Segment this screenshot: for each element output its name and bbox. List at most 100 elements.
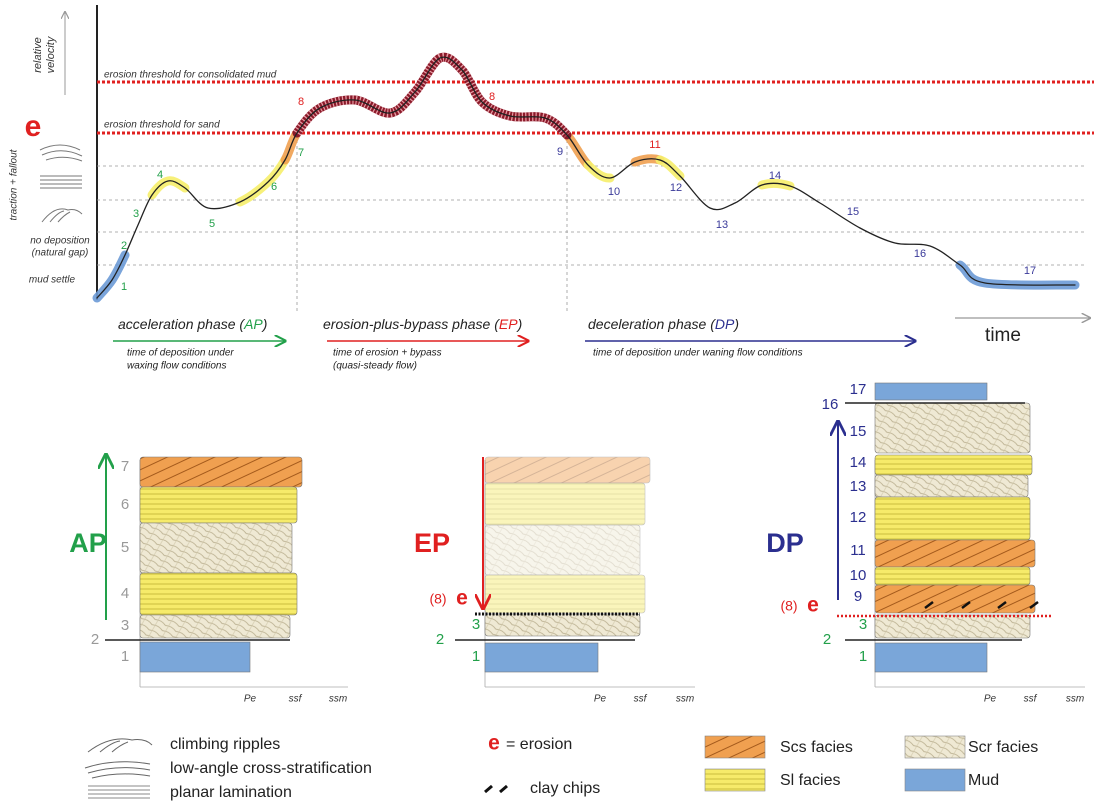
layer-number: 3 bbox=[472, 616, 480, 633]
layer-number: 10 bbox=[850, 567, 867, 584]
facies-layer bbox=[485, 525, 640, 575]
facies-layer bbox=[140, 523, 292, 573]
facies-layer bbox=[140, 457, 302, 487]
phase-abbr: EP bbox=[499, 316, 518, 332]
facies-layer bbox=[485, 483, 645, 525]
legend-swatch bbox=[705, 769, 765, 791]
column-label: EP bbox=[414, 528, 450, 558]
legend-label: Sl facies bbox=[780, 772, 840, 789]
facies-layer bbox=[485, 643, 598, 672]
grain-size-label: Pe bbox=[594, 694, 607, 705]
facies-layer bbox=[875, 643, 987, 672]
curve-label: 4 bbox=[157, 169, 163, 181]
legend-swatch bbox=[905, 736, 965, 758]
zone-label: (natural gap) bbox=[32, 248, 89, 259]
erosion-marker: e bbox=[456, 587, 468, 610]
legend-label: Scs facies bbox=[780, 739, 853, 756]
erosion-hatch bbox=[297, 57, 567, 135]
facies-layer bbox=[875, 497, 1030, 540]
legend-label: clay chips bbox=[530, 780, 600, 797]
velocity-curve bbox=[97, 57, 1075, 298]
grain-size-label: Pe bbox=[244, 694, 257, 705]
curve-highlight bbox=[588, 165, 610, 178]
grain-size-label: ssf bbox=[634, 694, 648, 705]
legend-swatch bbox=[905, 769, 965, 791]
legend-label: Mud bbox=[968, 772, 999, 789]
grain-size-label: ssm bbox=[676, 694, 694, 705]
curve-label: 10 bbox=[608, 186, 620, 198]
threshold-label: erosion threshold for consolidated mud bbox=[104, 70, 277, 81]
curve-label: 11 bbox=[649, 139, 660, 151]
icon bbox=[40, 176, 82, 188]
column-label: AP bbox=[69, 528, 107, 558]
phase-abbr: AP bbox=[243, 316, 263, 332]
facies-layer bbox=[485, 614, 640, 636]
curve-label: 9 bbox=[557, 146, 563, 158]
diagram: erosion threshold for consolidated muder… bbox=[0, 0, 1094, 807]
layer-number: 3 bbox=[859, 616, 867, 633]
phase-note: waxing flow conditions bbox=[127, 361, 227, 372]
column-label: DP bbox=[766, 528, 804, 558]
facies-layer bbox=[140, 615, 290, 638]
layer-number: 2 bbox=[823, 631, 831, 648]
grain-size-label: ssm bbox=[329, 694, 347, 705]
phase-note: time of deposition under bbox=[127, 348, 234, 359]
grain-size-label: Pe bbox=[984, 694, 997, 705]
layer-number: 1 bbox=[472, 648, 480, 665]
layer-number: 14 bbox=[850, 454, 867, 471]
clay-chip bbox=[485, 786, 492, 792]
facies-layer bbox=[875, 455, 1032, 475]
time-label: time bbox=[985, 325, 1021, 346]
legend-label: low-angle cross-stratification bbox=[170, 760, 372, 777]
curve-label: 17 bbox=[1024, 265, 1036, 277]
legend-label: climbing ripples bbox=[170, 736, 280, 753]
facies-layer bbox=[875, 383, 987, 400]
legend-label: Scr facies bbox=[968, 739, 1038, 756]
layer-number: 4 bbox=[121, 585, 129, 602]
curve-label: 15 bbox=[847, 206, 859, 218]
layer-number: 17 bbox=[850, 381, 867, 398]
curve-label: 6 bbox=[271, 181, 277, 193]
legend-icon bbox=[85, 762, 150, 778]
grain-size-label: ssf bbox=[289, 694, 303, 705]
phase-note: (quasi-steady flow) bbox=[333, 361, 417, 372]
facies-layer bbox=[875, 403, 1030, 453]
erosion-ref: (8) bbox=[429, 591, 446, 607]
layer-number: 15 bbox=[850, 423, 867, 440]
layer-number: 3 bbox=[121, 617, 129, 634]
curve-label: 2 bbox=[121, 240, 127, 252]
erosion-marker: e bbox=[25, 110, 42, 143]
phase-title: erosion-plus-bypass phase (EP) bbox=[323, 316, 522, 332]
curve-label: 12 bbox=[670, 182, 682, 194]
facies-layer bbox=[140, 642, 250, 672]
y-axis-label: relative bbox=[32, 37, 44, 72]
legend-label: planar lamination bbox=[170, 784, 292, 801]
curve-label: 8 bbox=[298, 96, 304, 108]
grain-size-label: ssm bbox=[1066, 694, 1084, 705]
curve-label: 16 bbox=[914, 248, 926, 260]
layer-number: 1 bbox=[859, 648, 867, 665]
zone-label: mud settle bbox=[29, 275, 76, 286]
curve-label: 14 bbox=[769, 170, 781, 182]
icon bbox=[42, 209, 82, 222]
phase-title: deceleration phase (DP) bbox=[588, 316, 739, 332]
curve-label: 1 bbox=[121, 281, 127, 293]
legend-icon bbox=[88, 739, 152, 752]
phase-abbr: DP bbox=[715, 316, 735, 332]
legend-erosion-marker: e bbox=[488, 732, 500, 755]
clay-chip bbox=[500, 786, 507, 792]
curve-label: 5 bbox=[209, 218, 215, 230]
facies-layer bbox=[875, 567, 1030, 585]
phase-title-part: deceleration phase ( bbox=[588, 316, 716, 332]
layer-number: 16 bbox=[822, 396, 839, 413]
facies-layer bbox=[875, 585, 1035, 613]
phase-note: time of erosion + bypass bbox=[333, 348, 442, 359]
legend-swatch bbox=[705, 736, 765, 758]
legend-label: = erosion bbox=[506, 736, 572, 753]
curve-label: 8 bbox=[489, 91, 495, 103]
grain-size-label: ssf bbox=[1024, 694, 1038, 705]
facies-layer bbox=[875, 540, 1035, 567]
facies-layer bbox=[140, 487, 297, 523]
layer-number: 13 bbox=[850, 478, 867, 495]
layer-number: 7 bbox=[121, 458, 129, 475]
